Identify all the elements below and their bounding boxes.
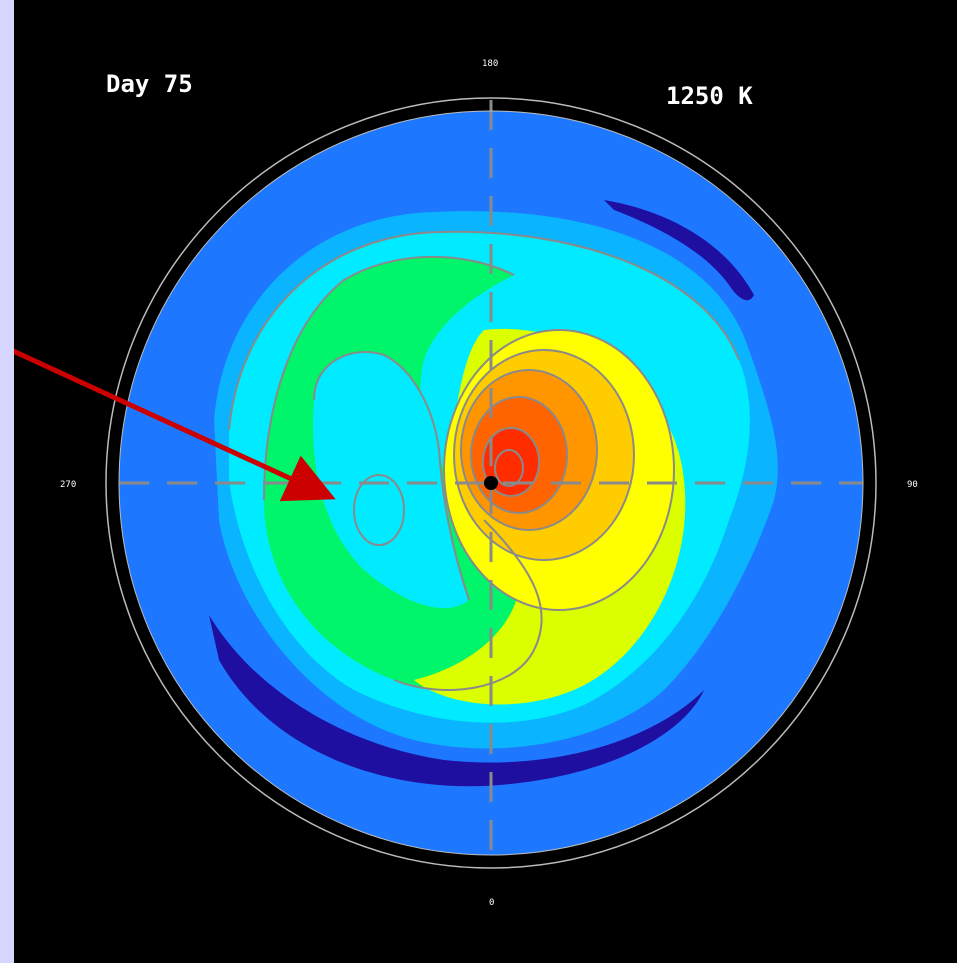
polar-contour-map: Day 75 1250 K 180 90 0 270 <box>14 59 918 908</box>
contour-lines <box>228 230 740 691</box>
low-band-top-right <box>604 200 754 301</box>
level-label: 1250 K <box>666 82 753 110</box>
polar-ring-outer <box>105 97 877 869</box>
low-band-bottom <box>209 615 704 787</box>
lon-label-right: 90 <box>907 480 918 490</box>
polar-ring-inner <box>118 110 864 856</box>
day-label: Day 75 <box>106 70 193 98</box>
pole-marker <box>484 476 498 490</box>
lon-label-top: 180 <box>482 59 498 69</box>
lat-lon-grid <box>119 100 863 866</box>
annotation-arrow <box>14 348 336 502</box>
lon-label-left: 270 <box>60 480 76 490</box>
lon-label-bottom: 0 <box>489 898 494 908</box>
polar-map-panel: Day 75 1250 K 180 90 0 270 <box>14 0 957 963</box>
